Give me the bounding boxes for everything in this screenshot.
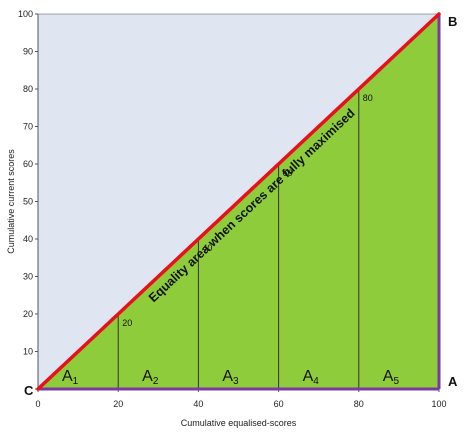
corner-label-origin: C xyxy=(24,383,34,398)
x-tick-label: 20 xyxy=(113,399,123,409)
x-tick-label: 40 xyxy=(193,399,203,409)
x-tick-label: 0 xyxy=(35,399,40,409)
marker-label: 40 xyxy=(202,243,212,253)
x-tick-label: 80 xyxy=(354,399,364,409)
y-tick-label: 90 xyxy=(23,47,33,57)
marker-label: 80 xyxy=(363,93,373,103)
y-tick-label: 30 xyxy=(23,272,33,282)
x-axis-title: Cumulative equalised-scores xyxy=(181,418,297,428)
y-tick-label: 40 xyxy=(23,234,33,244)
y-axis-title: Cumulative current scores xyxy=(6,149,16,254)
corner-label-top: B xyxy=(448,14,457,29)
marker-label: 60 xyxy=(283,168,293,178)
y-tick-label: 50 xyxy=(23,197,33,207)
corner-label-right: A xyxy=(448,374,458,389)
y-tick-label: 70 xyxy=(23,122,33,132)
marker-label: 20 xyxy=(122,318,132,328)
y-tick-label: 80 xyxy=(23,84,33,94)
y-tick-label: 20 xyxy=(23,309,33,319)
y-tick-label: 60 xyxy=(23,159,33,169)
y-tick-label: 10 xyxy=(23,347,33,357)
x-tick-label: 100 xyxy=(431,399,446,409)
y-tick-label: 100 xyxy=(18,9,33,19)
equality-line xyxy=(36,12,441,391)
x-tick-label: 60 xyxy=(274,399,284,409)
